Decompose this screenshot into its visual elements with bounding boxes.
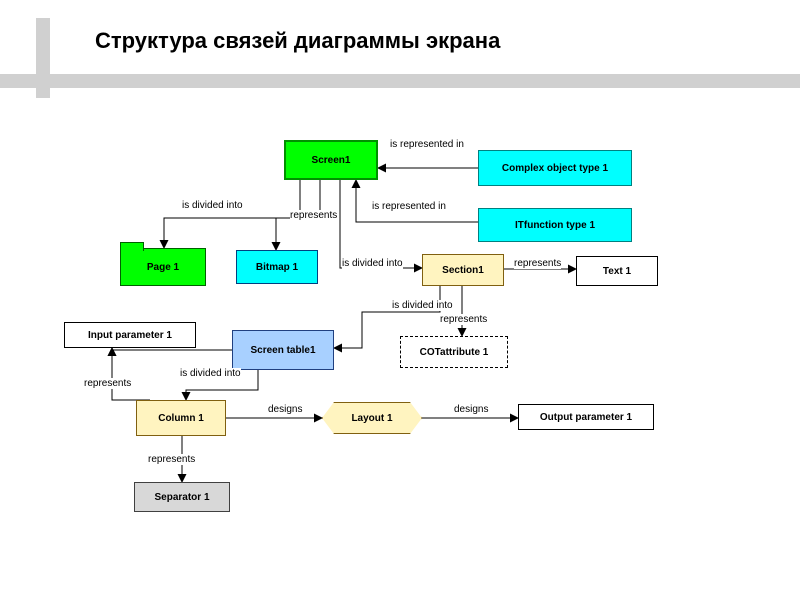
edge-2 — [164, 180, 300, 248]
node-complex_obj: Complex object type 1 — [478, 150, 632, 186]
edge-label-13: represents — [148, 454, 195, 465]
node-column1: Column 1 — [136, 400, 226, 436]
edge-label-6: is divided into — [392, 300, 453, 311]
node-layout1: Layout 1 — [322, 402, 422, 434]
edge-label-1: is represented in — [372, 201, 446, 212]
node-output_param: Output parameter 1 — [518, 404, 654, 430]
edge-label-3: represents — [290, 210, 337, 221]
edge-label-11: designs — [268, 404, 302, 415]
node-cot_attr: COTattribute 1 — [400, 336, 508, 368]
page-title: Структура связей диаграммы экрана — [95, 28, 500, 54]
node-text1: Text 1 — [576, 256, 658, 286]
edge-label-0: is represented in — [390, 139, 464, 150]
edge-10 — [112, 348, 150, 400]
node-screen_table: Screen table1 — [232, 330, 334, 370]
edge-label-7: represents — [440, 314, 487, 325]
node-bitmap1: Bitmap 1 — [236, 250, 318, 284]
edge-label-8: represents — [84, 378, 131, 389]
node-section1: Section1 — [422, 254, 504, 286]
edge-label-2: is divided into — [182, 200, 243, 211]
edge-label-9: is divided into — [180, 368, 241, 379]
node-itfunc: ITfunction type 1 — [478, 208, 632, 242]
node-screen1: Screen1 — [284, 140, 378, 180]
edge-label-12: designs — [454, 404, 488, 415]
edge-label-5: represents — [514, 258, 561, 269]
node-page1-tab — [120, 242, 144, 251]
node-separator1: Separator 1 — [134, 482, 230, 512]
edge-label-4: is divided into — [342, 258, 403, 269]
node-page1: Page 1 — [120, 248, 206, 286]
edge-8 — [112, 348, 232, 350]
node-input_param: Input parameter 1 — [64, 322, 196, 348]
edge-4 — [340, 180, 422, 268]
decor-bar-horizontal — [0, 74, 800, 88]
